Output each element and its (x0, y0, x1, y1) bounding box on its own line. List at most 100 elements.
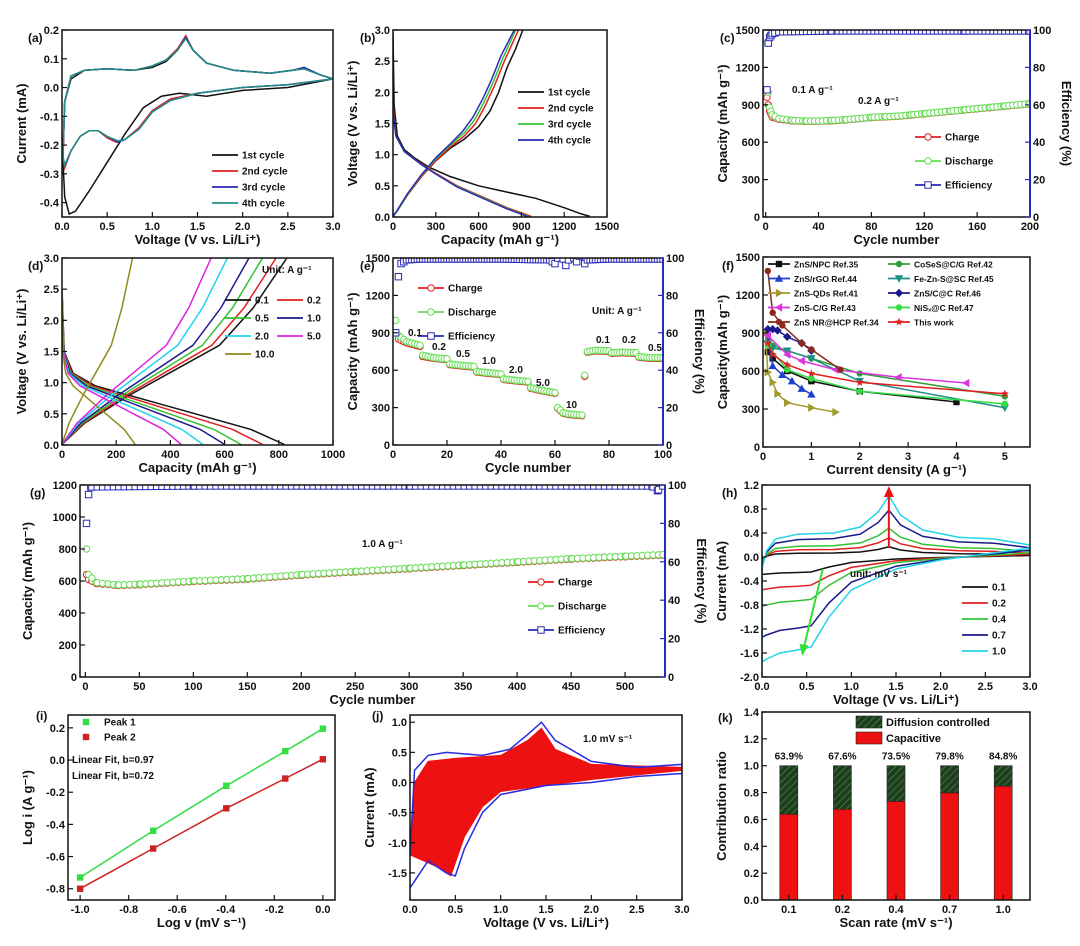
axes-frame (762, 256, 1031, 448)
y-tick-label: 1200 (53, 480, 77, 492)
data-point (581, 371, 589, 379)
annotation: 0.1 A g⁻¹ (792, 85, 833, 96)
annotation: Unit: A g⁻¹ (592, 306, 642, 317)
y-tick-label: 2.5 (44, 284, 59, 296)
legend: Peak 1 Peak 2 (82, 718, 136, 744)
y-tick-label: -0.3 (40, 169, 59, 181)
legend: ZnS/NPC Ref.35 CoSeS@C/G Ref.42 ZnS/rGO Re… (768, 260, 994, 328)
annotation: 0.1 (408, 328, 422, 339)
legend-marker (427, 284, 435, 292)
y-tick-label: -1.0 (388, 838, 407, 850)
legend-marker (427, 332, 435, 340)
x-axis-label: Scan rate (mV s⁻¹) (839, 915, 952, 930)
y-tick-label: -0.2 (46, 787, 65, 799)
y-tick-label: 0.1 (44, 54, 59, 66)
legend-item: Charge (528, 578, 593, 589)
x-tick-label: 0 (59, 449, 65, 461)
y-tick-label: -0.6 (46, 852, 65, 864)
series-line-NiSₓ@C Ref.47 (767, 345, 1005, 405)
y-tick-label: 0.0 (44, 83, 59, 95)
y-tick-label: 0 (754, 442, 760, 454)
cv-curve-0.7 (762, 509, 1030, 639)
data-point (783, 366, 791, 373)
bar-diffusion-controlled (886, 765, 906, 802)
data-point (807, 369, 816, 377)
legend-label: Diffusion controlled (886, 717, 990, 729)
data-point (783, 398, 792, 407)
x-tick-label: 3.0 (325, 221, 340, 233)
data-point (961, 378, 970, 388)
legend-item: Efficiency (418, 332, 496, 343)
y-tick-label: 0.5 (392, 747, 407, 759)
x-tick-label: 0.7 (942, 904, 957, 916)
x-tick-label: 800 (270, 449, 288, 461)
plot-area (763, 267, 1010, 417)
y2-tick-label: 20 (666, 403, 678, 415)
y-tick-label: 1200 (736, 62, 760, 74)
bar-diffusion-controlled (779, 765, 799, 815)
legend-marker (774, 303, 783, 312)
x-tick-label: 150 (238, 681, 256, 693)
bar-data-label: 84.8% (989, 752, 1017, 763)
y-axis-label: Capacity (mAh g⁻¹) (345, 292, 360, 410)
legend-label: 0.2 (307, 296, 321, 307)
bar-capacitive (833, 808, 852, 900)
legend-label: Discharge (448, 308, 497, 319)
bar-diffusion-controlled (993, 765, 1013, 787)
annotation: 0.1 (596, 335, 610, 346)
legend-label: 5.0 (307, 332, 321, 343)
x-tick-label: 60 (549, 449, 561, 461)
data-point (557, 249, 563, 255)
legend-marker (537, 578, 545, 586)
axes-frame (61, 29, 334, 218)
y-tick-label: 300 (742, 404, 760, 416)
data-point (568, 251, 574, 257)
legend-swatch (855, 731, 883, 745)
y-tick-label: -0.4 (46, 819, 66, 831)
y-tick-label: 900 (742, 328, 760, 340)
x-tick-label: 0.0 (402, 904, 417, 916)
y-tick-label: 1.2 (744, 480, 759, 492)
legend-item: Charge (915, 133, 980, 144)
x-tick-label: 80 (603, 449, 615, 461)
data-point (782, 347, 792, 355)
x-tick-label: 2.0 (933, 681, 948, 693)
data-point (787, 376, 797, 385)
x-tick-label: 400 (161, 449, 179, 461)
legend-item: 5.0 (277, 332, 321, 343)
data-point (855, 378, 864, 386)
y-tick-label: 200 (59, 640, 77, 652)
legend-item: 0.1 (962, 583, 1006, 594)
y-axis-label: Current (mA) (362, 767, 377, 847)
legend-item: Discharge (528, 602, 607, 613)
x-tick-label: 0.2 (835, 904, 850, 916)
legend-marker (895, 317, 903, 326)
y-tick-label: -0.8 (46, 884, 65, 896)
panel-d: 0 200 400 600 800 1000 0.0 0.5 1.0 1.5 2.0 2.5 3.0 Ca… (14, 253, 345, 475)
annotation: 0.2 (622, 335, 636, 346)
legend-label: 1st cycle (242, 151, 285, 162)
x-tick-label: 500 (616, 681, 634, 693)
series-line-10.0-charge (62, 258, 134, 445)
series-line-total (410, 721, 682, 889)
legend-item: 2nd cycle (212, 167, 288, 178)
plot-area (410, 721, 682, 889)
legend-marker (895, 304, 903, 311)
annotation: 0.5 (648, 343, 662, 354)
legend-label: 2.0 (255, 332, 269, 343)
data-point (88, 574, 96, 582)
plot-area (393, 30, 591, 217)
bar-data-label: 79.8% (935, 752, 963, 763)
x-tick-label: 4 (953, 451, 960, 463)
panel-j: 0.0 0.5 1.0 1.5 2.0 2.5 3.0 -1.5 -1.0 -0.5 0.0 0.5 1… (362, 709, 690, 930)
x-tick-label: -0.2 (265, 904, 284, 916)
data-point (282, 775, 289, 782)
x-tick-label: 1.0 (844, 681, 859, 693)
x-tick-label: 350 (454, 681, 472, 693)
x-axis-label: Capacity (mAh g⁻¹) (441, 232, 559, 247)
legend-item: 1.0 (962, 647, 1006, 658)
y2-tick-label: 100 (666, 253, 684, 265)
y2-tick-label: 40 (668, 595, 680, 607)
legend-item: ZnS/C@C Ref.46 (888, 289, 981, 299)
y-tick-label: 900 (742, 100, 760, 112)
